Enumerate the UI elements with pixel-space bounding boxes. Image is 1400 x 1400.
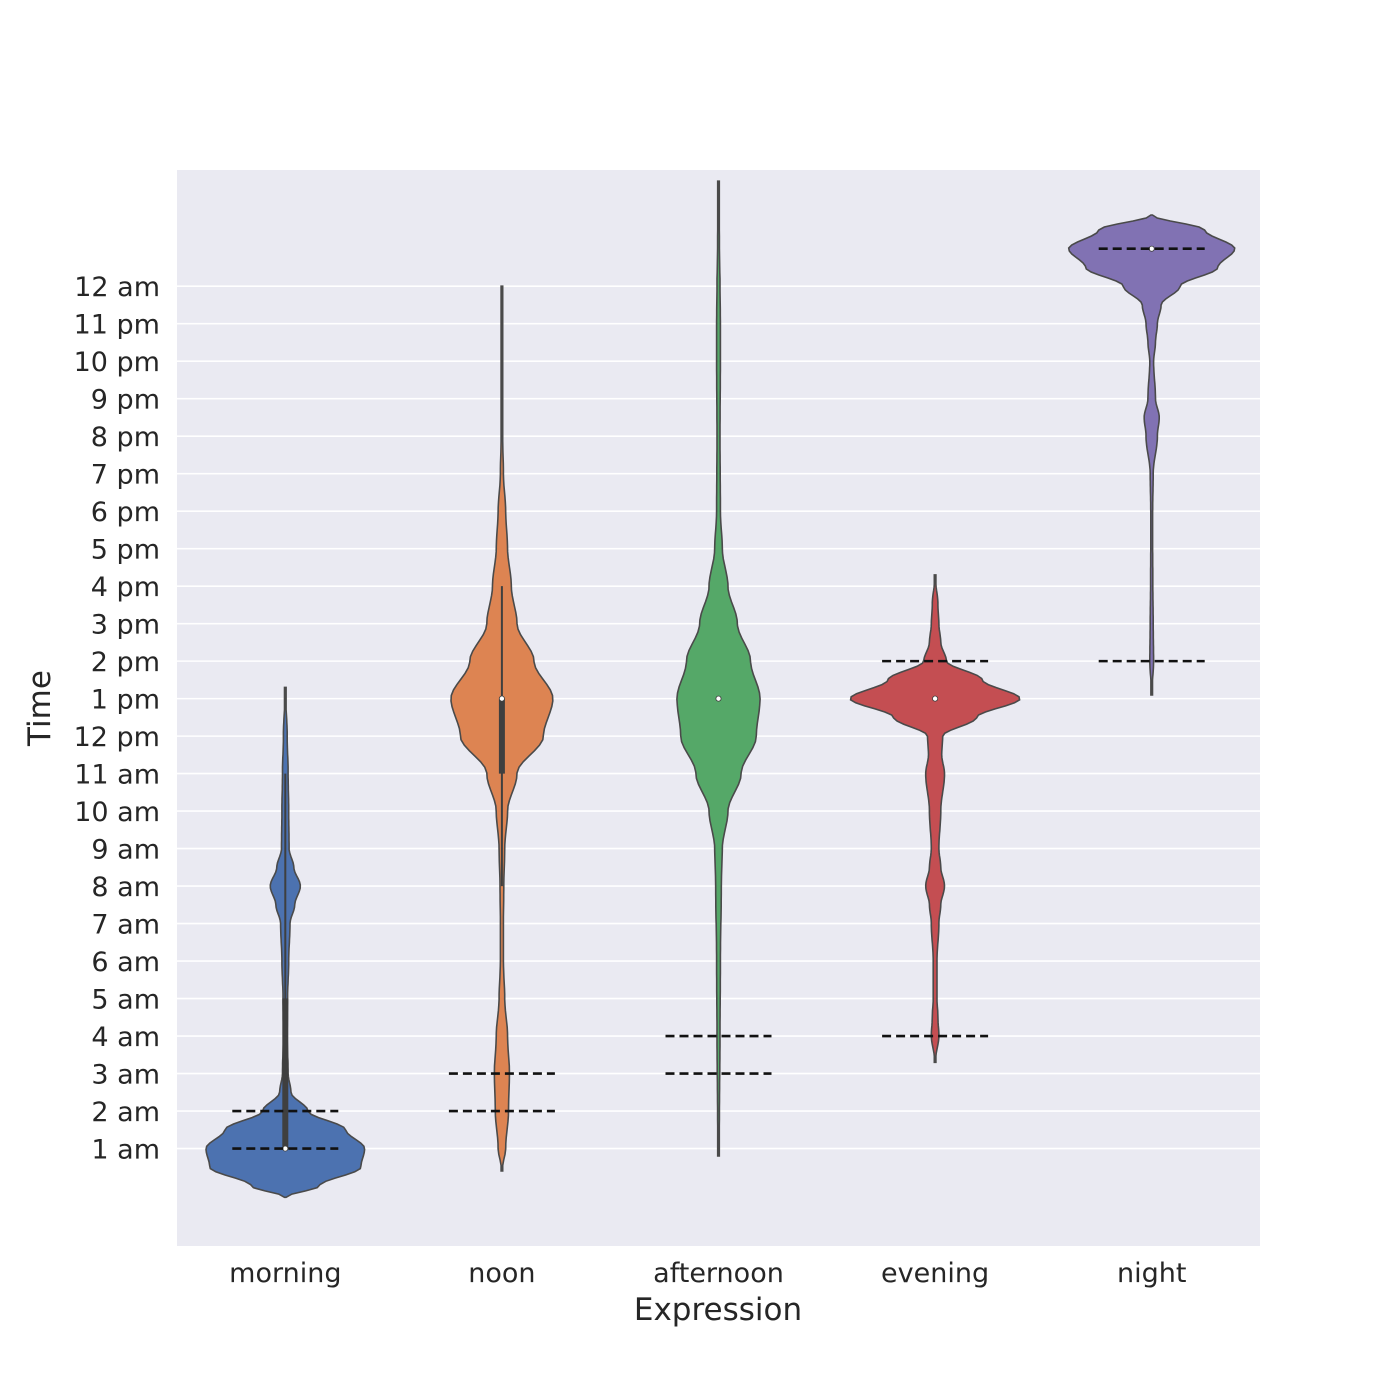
x-tick-label: evening: [881, 1258, 989, 1289]
y-tick-label: 12 am: [74, 272, 160, 303]
violin-morning: [205, 686, 366, 1199]
y-tick-label: 4 am: [91, 1022, 160, 1053]
y-tick-label: 2 pm: [91, 647, 160, 678]
violin-evening: [849, 574, 1021, 1064]
median-dot-evening: [932, 695, 939, 702]
x-tick-label: afternoon: [653, 1258, 784, 1289]
y-tick-label: 6 am: [91, 947, 160, 978]
y-tick-label: 11 am: [74, 760, 160, 791]
y-tick-label: 8 am: [91, 872, 160, 903]
violin-body-evening: [849, 574, 1021, 1064]
y-tick-label: 10 am: [74, 797, 160, 828]
y-tick-label: 5 pm: [91, 535, 160, 566]
violin-night: [1067, 214, 1236, 696]
y-tick-label: 2 am: [91, 1097, 160, 1128]
x-tick-label: morning: [229, 1258, 341, 1289]
violin-noon: [448, 285, 555, 1172]
y-tick-label: 9 am: [91, 835, 160, 866]
y-tick-label: 5 am: [91, 985, 160, 1016]
violin-afternoon: [665, 180, 772, 1157]
y-tick-label: 10 pm: [74, 347, 160, 378]
violins: [205, 180, 1236, 1199]
y-tick-label: 7 pm: [91, 460, 160, 491]
x-tick-label: night: [1117, 1258, 1186, 1289]
y-axis-label: Time: [22, 670, 58, 747]
y-tick-label: 11 pm: [74, 310, 160, 341]
y-tick-label: 4 pm: [91, 572, 160, 603]
y-tick-label: 8 pm: [91, 422, 160, 453]
violin-body-afternoon: [676, 180, 761, 1157]
y-tick-label: 3 pm: [91, 610, 160, 641]
median-dot-night: [1148, 245, 1155, 252]
y-tick-label: 3 am: [91, 1060, 160, 1091]
y-tick-label: 7 am: [91, 910, 160, 941]
median-dot-afternoon: [715, 695, 722, 702]
x-tick-label: noon: [468, 1258, 535, 1289]
y-tick-labels: 1 am 2 am 3 am 4 am 5 am 6 am 7 am 8 am 9 am 10 a…: [74, 272, 160, 1165]
x-axis-label: Expression: [634, 1292, 802, 1328]
median-dot-morning: [282, 1145, 289, 1152]
y-tick-label: 6 pm: [91, 497, 160, 528]
y-tick-label: 1 am: [91, 1135, 160, 1166]
x-tick-labels: morning noon afternoon evening night: [229, 1258, 1186, 1289]
y-tick-label: 12 pm: [74, 722, 160, 753]
y-tick-label: 9 pm: [91, 385, 160, 416]
violin-body-night: [1067, 214, 1236, 696]
median-dot-noon: [498, 695, 505, 702]
y-tick-label: 1 pm: [91, 685, 160, 716]
